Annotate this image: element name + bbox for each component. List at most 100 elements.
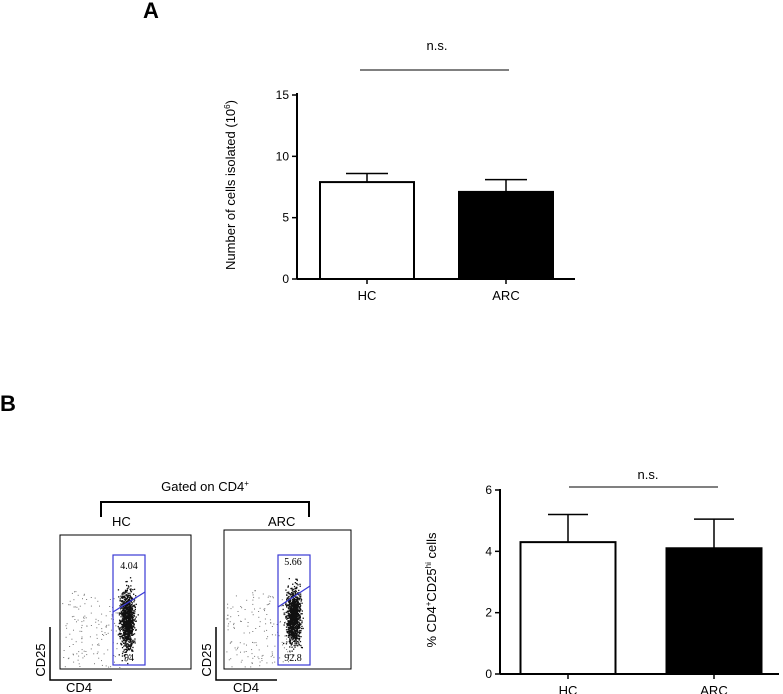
event-dot	[83, 617, 85, 619]
event-dot	[292, 618, 294, 621]
event-dot	[296, 578, 298, 580]
event-dot	[288, 601, 290, 604]
event-dot	[298, 617, 301, 619]
event-dot	[292, 626, 294, 628]
event-dot	[133, 623, 135, 625]
event-dot	[105, 626, 107, 628]
event-dot	[125, 629, 128, 632]
event-dot	[127, 636, 130, 638]
event-dot	[296, 631, 298, 633]
event-dot	[129, 630, 131, 632]
event-dot	[132, 629, 134, 631]
event-dot	[120, 628, 123, 630]
event-dot	[84, 615, 86, 617]
event-dot	[121, 619, 123, 621]
event-dot	[133, 633, 136, 635]
event-dot	[297, 584, 299, 586]
event-dot	[90, 648, 92, 650]
event-dot	[119, 635, 121, 638]
event-dot	[85, 617, 87, 619]
event-dot	[123, 642, 125, 644]
event-dot	[297, 645, 299, 647]
event-dot	[297, 597, 299, 599]
event-dot	[295, 627, 297, 629]
event-dot	[135, 620, 137, 622]
event-dot	[130, 607, 132, 610]
event-dot	[291, 646, 293, 648]
event-dot	[128, 638, 131, 640]
event-dot	[294, 638, 296, 640]
event-dot	[287, 622, 290, 624]
event-dot	[284, 635, 286, 637]
event-dot	[294, 646, 296, 648]
event-dot	[101, 630, 103, 632]
event-dot	[288, 615, 291, 618]
event-dot	[228, 623, 230, 625]
event-dot	[83, 616, 84, 618]
event-dot	[294, 635, 296, 638]
event-dot	[286, 592, 288, 594]
gate-rectangle	[112, 554, 146, 666]
event-dot	[289, 603, 291, 605]
event-dot	[133, 615, 135, 617]
event-dot	[228, 659, 230, 661]
event-dot	[293, 603, 296, 605]
event-dot	[103, 653, 105, 655]
event-dot	[97, 600, 99, 602]
event-dot	[104, 632, 106, 634]
event-dot	[271, 651, 273, 653]
event-dot	[286, 594, 288, 596]
event-dot	[128, 631, 131, 633]
event-dot	[126, 607, 128, 609]
event-dot	[291, 593, 293, 595]
event-dot	[289, 605, 291, 607]
event-dot	[124, 633, 126, 635]
event-dot	[132, 641, 134, 644]
event-dot	[129, 594, 131, 596]
event-dot	[295, 634, 297, 636]
event-dot	[126, 580, 128, 583]
event-dot	[124, 611, 127, 613]
event-dot	[289, 610, 291, 612]
event-dot	[291, 641, 293, 644]
event-dot	[296, 596, 299, 598]
event-dot	[298, 635, 300, 637]
event-dot	[123, 622, 125, 625]
event-dot	[114, 661, 115, 663]
event-dot	[240, 606, 242, 607]
event-dot	[124, 638, 126, 640]
event-dot	[289, 623, 291, 625]
event-dot	[127, 648, 129, 651]
event-dot	[121, 640, 123, 642]
event-dot	[66, 627, 68, 629]
event-dot	[129, 645, 131, 647]
event-dot	[289, 627, 291, 630]
event-dot	[120, 633, 123, 635]
event-dot	[296, 635, 298, 637]
event-dot	[120, 595, 122, 597]
event-dot	[117, 625, 119, 628]
event-dot	[98, 644, 100, 646]
event-dot	[119, 598, 121, 600]
event-dot	[251, 663, 253, 664]
event-dot	[291, 599, 294, 601]
event-dot	[129, 617, 131, 619]
event-dot	[233, 624, 235, 626]
event-dot	[120, 607, 123, 609]
x-tick-label: ARC	[492, 288, 519, 303]
event-dot	[128, 609, 130, 611]
flow-plot-label-hc: HC	[112, 514, 131, 529]
event-dot	[71, 592, 73, 594]
event-dot	[126, 635, 128, 637]
event-dot	[226, 618, 228, 620]
event-dot	[286, 623, 288, 625]
x-tick-label: HC	[559, 683, 578, 694]
event-dot	[135, 629, 137, 631]
event-dot	[129, 610, 131, 612]
event-dot	[109, 611, 111, 612]
event-dot	[120, 603, 122, 605]
event-dot	[294, 613, 296, 615]
event-dot	[247, 625, 249, 627]
event-dot	[297, 621, 299, 624]
event-dot	[125, 581, 127, 583]
